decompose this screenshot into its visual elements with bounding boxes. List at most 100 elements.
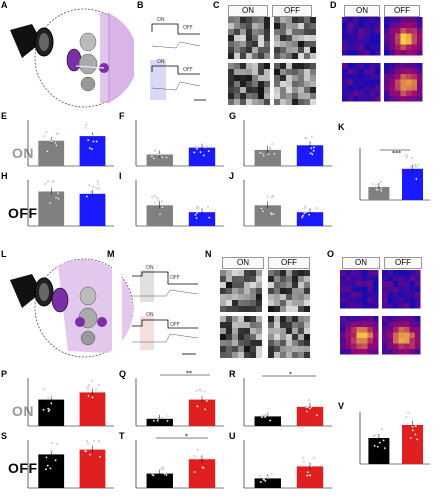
- data-point: [47, 407, 50, 410]
- panel-label-q: Q: [119, 369, 127, 379]
- data-point: [405, 156, 408, 159]
- heat-pixel: [364, 68, 370, 74]
- map-pixel: [286, 41, 292, 47]
- heat-pixel: [389, 74, 395, 80]
- data-point: [303, 212, 306, 215]
- panel-label-a: A: [1, 0, 8, 10]
- data-point: [208, 216, 211, 219]
- map-pixel: [292, 300, 298, 306]
- map-pixel: [240, 17, 246, 23]
- data-point: [407, 412, 410, 415]
- heat-pixel: [382, 270, 388, 276]
- heat-pixel: [389, 22, 395, 28]
- data-point: [266, 195, 269, 198]
- map-pixel: [234, 47, 240, 53]
- map-pixel: [246, 53, 252, 59]
- panel-label-f: F: [119, 111, 125, 121]
- map-pixel: [252, 41, 258, 47]
- map-pixel: [286, 294, 292, 300]
- map-pixel: [258, 93, 264, 99]
- data-point: [56, 192, 59, 195]
- data-point: [258, 475, 262, 478]
- map-pixel: [310, 93, 316, 99]
- map-pixel: [304, 23, 310, 29]
- map-pixel: [298, 346, 304, 352]
- data-point: [305, 211, 308, 214]
- map-pixel: [244, 346, 250, 352]
- heat-pixel: [387, 343, 393, 349]
- map-pixel: [304, 17, 310, 23]
- map-pixel: [298, 53, 304, 59]
- data-point: [56, 132, 60, 135]
- map-pixel: [298, 270, 304, 276]
- map-pixel: [286, 29, 292, 35]
- heat-pixel: [345, 275, 351, 281]
- heat-pixel: [342, 22, 348, 28]
- map-pixel: [268, 328, 274, 334]
- heat-pixel: [373, 349, 379, 355]
- map-pixel: [220, 294, 226, 300]
- heat-pixel: [351, 292, 357, 298]
- map-pixel: [304, 282, 310, 288]
- panel-label-m: M: [107, 249, 115, 259]
- heat-pixel: [387, 321, 393, 327]
- heat-pixel: [351, 343, 357, 349]
- heat-pixel: [375, 17, 381, 23]
- map-pixel: [298, 87, 304, 93]
- heat-pixel: [362, 332, 368, 338]
- map-pixel: [310, 53, 316, 59]
- heat-pixel: [369, 63, 375, 69]
- data-point: [205, 457, 208, 460]
- heat-pixel: [398, 292, 404, 298]
- data-point: [380, 189, 383, 192]
- data-point: [161, 467, 164, 470]
- heat-pixel: [409, 332, 415, 338]
- data-point: [87, 139, 90, 142]
- sig-q: **: [186, 370, 192, 377]
- data-point: [259, 151, 262, 155]
- map-pixel: [258, 75, 264, 81]
- map-pixel: [246, 81, 252, 87]
- data-point: [55, 196, 58, 199]
- heat-pixel: [340, 281, 346, 287]
- map-pixel: [298, 334, 304, 340]
- map-pixel: [274, 334, 280, 340]
- map-pixel: [292, 29, 298, 35]
- heat-pixel: [387, 270, 393, 276]
- heat-pixel: [411, 50, 417, 56]
- map-pixel: [274, 17, 280, 23]
- map-pixel: [226, 340, 232, 346]
- map-pixel: [240, 99, 246, 105]
- trace-b-off2-label: OFF: [183, 67, 193, 73]
- data-point: [165, 473, 168, 477]
- map-pixel: [252, 63, 258, 69]
- heat-pixel: [400, 33, 406, 39]
- map-pixel: [244, 340, 250, 346]
- heat-pixel: [369, 22, 375, 28]
- data-point: [310, 405, 313, 409]
- sig-t: *: [185, 433, 188, 440]
- heat-pixel: [367, 338, 373, 344]
- map-pixel: [228, 63, 234, 69]
- map-pixel: [286, 322, 292, 328]
- map-pixel: [258, 99, 264, 105]
- heat-pixel: [406, 39, 412, 45]
- map-pixel: [268, 270, 274, 276]
- heat-pixel: [384, 28, 390, 34]
- heat-pixel: [409, 275, 415, 281]
- map-pixel: [304, 270, 310, 276]
- heat-pixel: [417, 90, 423, 96]
- map-pixel: [226, 270, 232, 276]
- data-point: [382, 439, 385, 442]
- heat-pixel: [398, 281, 404, 287]
- map-pixel: [238, 300, 244, 306]
- map-pixel: [268, 334, 274, 340]
- heat-pixel: [340, 327, 346, 333]
- map-pixel: [274, 81, 280, 87]
- map-pixel: [228, 17, 234, 23]
- heat-pixel: [356, 292, 362, 298]
- bar: [254, 205, 281, 226]
- heat-pixel: [362, 343, 368, 349]
- heat-pixel: [347, 44, 353, 50]
- map-pixel: [256, 276, 262, 282]
